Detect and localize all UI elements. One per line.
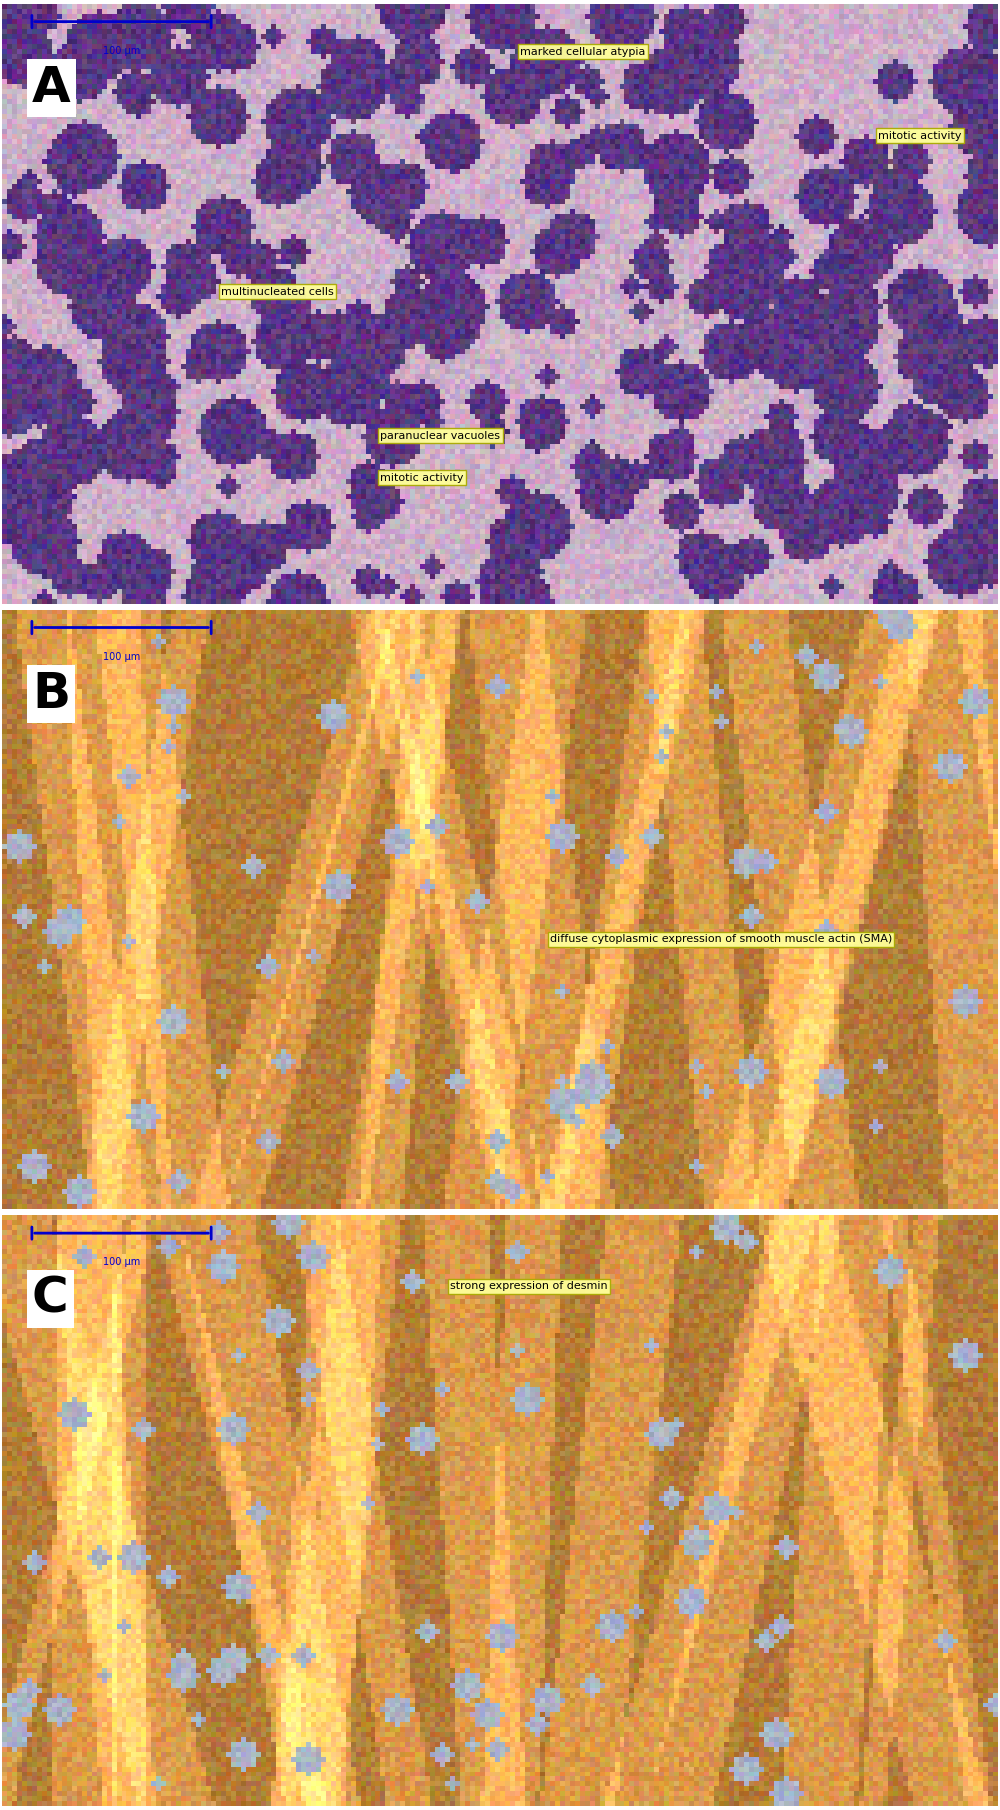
Text: C: C <box>32 1274 69 1323</box>
Text: 100 μm: 100 μm <box>103 1256 140 1267</box>
Text: 100 μm: 100 μm <box>103 652 140 661</box>
Text: mitotic activity: mitotic activity <box>380 472 464 483</box>
Text: 100 μm: 100 μm <box>103 45 140 56</box>
Text: diffuse cytoplasmic expression of smooth muscle actin (SMA): diffuse cytoplasmic expression of smooth… <box>550 934 892 945</box>
Text: strong expression of desmin: strong expression of desmin <box>450 1281 608 1291</box>
Text: multinucleated cells: multinucleated cells <box>221 286 334 297</box>
Text: paranuclear vacuoles: paranuclear vacuoles <box>380 431 500 440</box>
Text: B: B <box>32 670 70 717</box>
Text: A: A <box>32 63 71 112</box>
Text: mitotic activity: mitotic activity <box>878 130 962 141</box>
Text: marked cellular atypia: marked cellular atypia <box>520 47 645 56</box>
